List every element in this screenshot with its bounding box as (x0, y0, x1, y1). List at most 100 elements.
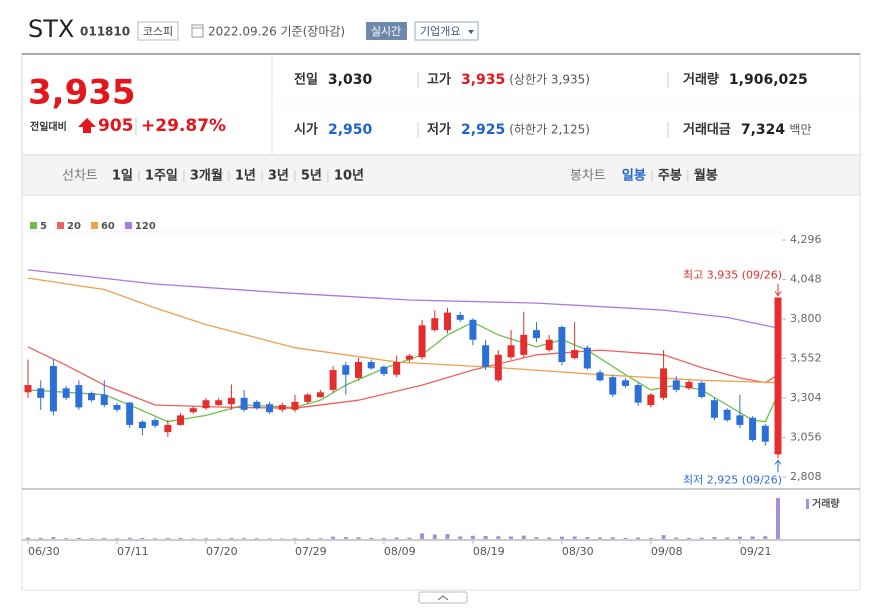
candle-body (355, 362, 363, 378)
candle-body (431, 318, 439, 331)
tab[interactable]: 10년 (334, 169, 364, 184)
overview-button[interactable] (414, 21, 479, 41)
field-label: 저가 (427, 123, 451, 138)
candle-body (342, 365, 350, 375)
change-rate: +29.87% (141, 116, 226, 136)
volume-bar (165, 538, 170, 539)
y-tick-label: 2,808 (790, 470, 822, 483)
change-label: 전일대비 (30, 120, 67, 133)
candle-body (710, 400, 718, 418)
volume-bar (407, 537, 412, 539)
volume-bar (114, 538, 119, 539)
volume-bar (483, 535, 488, 539)
volume-bar (343, 537, 348, 539)
candle-body (37, 388, 45, 398)
candle-body (88, 393, 96, 401)
realtime-button[interactable] (366, 22, 407, 40)
ma-line (27, 269, 779, 329)
volume-bar (305, 538, 310, 539)
candle-body (405, 355, 413, 360)
tab[interactable]: 5년 (301, 169, 322, 184)
candle-body (380, 366, 388, 374)
volume-bar (674, 537, 679, 539)
candle-body (672, 380, 680, 390)
volume-bar (687, 537, 692, 539)
tab[interactable]: 3개월 (190, 168, 223, 184)
legend-label: 60 (101, 221, 115, 232)
candle-body (469, 319, 477, 340)
field-note: (상한가 3,935) (509, 73, 590, 87)
candle-body (177, 415, 185, 425)
candle-body (520, 334, 528, 355)
tab[interactable]: 1년 (235, 169, 256, 184)
legend-swatch (124, 222, 132, 229)
legend-swatch (30, 222, 37, 229)
volume-bar (585, 537, 590, 539)
candle-body (253, 401, 261, 409)
volume-bar (140, 537, 145, 539)
realtime-label[interactable]: 실시간 (371, 25, 401, 38)
candle-body (456, 315, 464, 320)
candle-body (164, 424, 172, 433)
overview-label[interactable]: 기업개요 (420, 25, 460, 38)
volume-bar (280, 538, 285, 539)
y-tick-label: 3,552 (790, 352, 822, 365)
candle-body (138, 421, 146, 429)
volume-bar (153, 538, 158, 539)
candle-body (774, 297, 782, 455)
candle-body (316, 392, 324, 398)
field-note: (하한가 2,125) (509, 123, 590, 137)
candle-body (583, 347, 591, 369)
volume-bar (267, 538, 272, 539)
volume-bar (420, 533, 425, 539)
candle-body (100, 394, 108, 406)
x-tick-label: 07/11 (117, 545, 149, 558)
tab[interactable]: 월봉 (694, 168, 718, 184)
tab[interactable]: 1일 (112, 169, 133, 184)
field-label: 거래대금 (683, 123, 731, 138)
collapse-button[interactable] (418, 591, 468, 604)
candle-body (634, 385, 642, 403)
market: 코스피 (143, 25, 173, 38)
volume-bar (64, 538, 69, 539)
volume-bar (331, 536, 336, 539)
candle-body (443, 312, 451, 331)
candle-body (75, 385, 83, 408)
candle-body (545, 339, 553, 351)
tab[interactable]: 주봉 (658, 169, 682, 184)
legend-label: 20 (67, 221, 81, 232)
volume-bar (598, 537, 603, 539)
volume-bar (661, 535, 666, 539)
field-value: 2,925 (461, 122, 505, 138)
candle-body (291, 401, 299, 410)
candle-body (558, 326, 566, 363)
candle-body (507, 345, 515, 358)
y-tick-label: 3,304 (790, 391, 822, 404)
volume-bar (610, 537, 615, 539)
legend-label: 120 (135, 221, 156, 232)
candle-body (723, 409, 731, 421)
tab[interactable]: 3년 (268, 169, 289, 184)
high-arrow-head (774, 291, 782, 297)
volume-bar (51, 537, 56, 539)
volume-bar (318, 538, 323, 539)
candle-body (62, 388, 70, 398)
tab[interactable]: 1주일 (145, 169, 178, 184)
volume-bar (737, 536, 742, 539)
field-label: 전일 (294, 72, 318, 88)
candle-body (266, 404, 274, 413)
field-value: 3,935 (461, 72, 505, 88)
candle-body (749, 417, 757, 441)
tab[interactable]: 일봉 (622, 169, 646, 184)
field-label: 시가 (294, 123, 318, 138)
x-tick-label: 08/09 (384, 545, 416, 558)
y-tick-label: 4,048 (790, 273, 822, 286)
volume-bar (521, 535, 526, 539)
candle-body (329, 369, 337, 390)
candle-body (215, 400, 223, 406)
candle-body (494, 354, 502, 381)
candle-body (482, 345, 490, 367)
volume-bar (623, 537, 628, 539)
tab-heading: 봉차트 (570, 169, 606, 184)
